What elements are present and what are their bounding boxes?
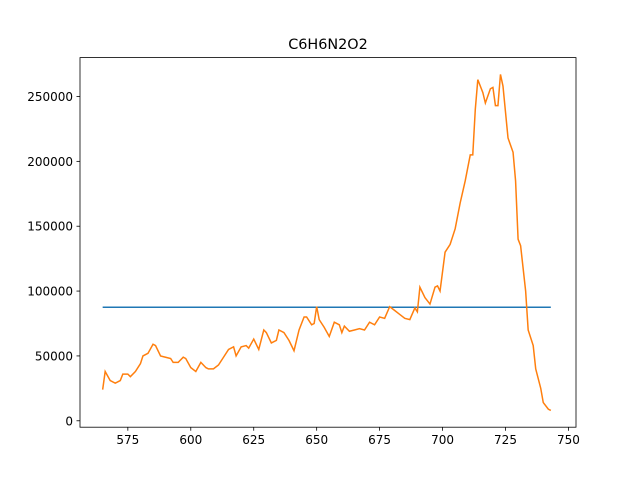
y-tick-label: 250000 <box>27 90 73 104</box>
y-tick-label: 100000 <box>27 285 73 299</box>
y-tick-label: 200000 <box>27 155 73 169</box>
data-line <box>101 74 552 412</box>
axes-frame <box>79 57 577 428</box>
x-tick-label: 625 <box>242 433 265 447</box>
y-tick-label: 0 <box>65 414 73 428</box>
y-tick-label: 150000 <box>27 220 73 234</box>
x-tick-label: 725 <box>494 433 517 447</box>
x-tick-label: 575 <box>116 433 139 447</box>
y-tick-label: 50000 <box>35 349 73 363</box>
x-tick-label: 650 <box>305 433 328 447</box>
chart-title: C6H6N2O2 <box>288 37 368 53</box>
x-tick-label: 600 <box>179 433 202 447</box>
x-tick-label: 675 <box>368 433 391 447</box>
x-tick-label: 750 <box>557 433 580 447</box>
x-tick-label: 700 <box>431 433 454 447</box>
